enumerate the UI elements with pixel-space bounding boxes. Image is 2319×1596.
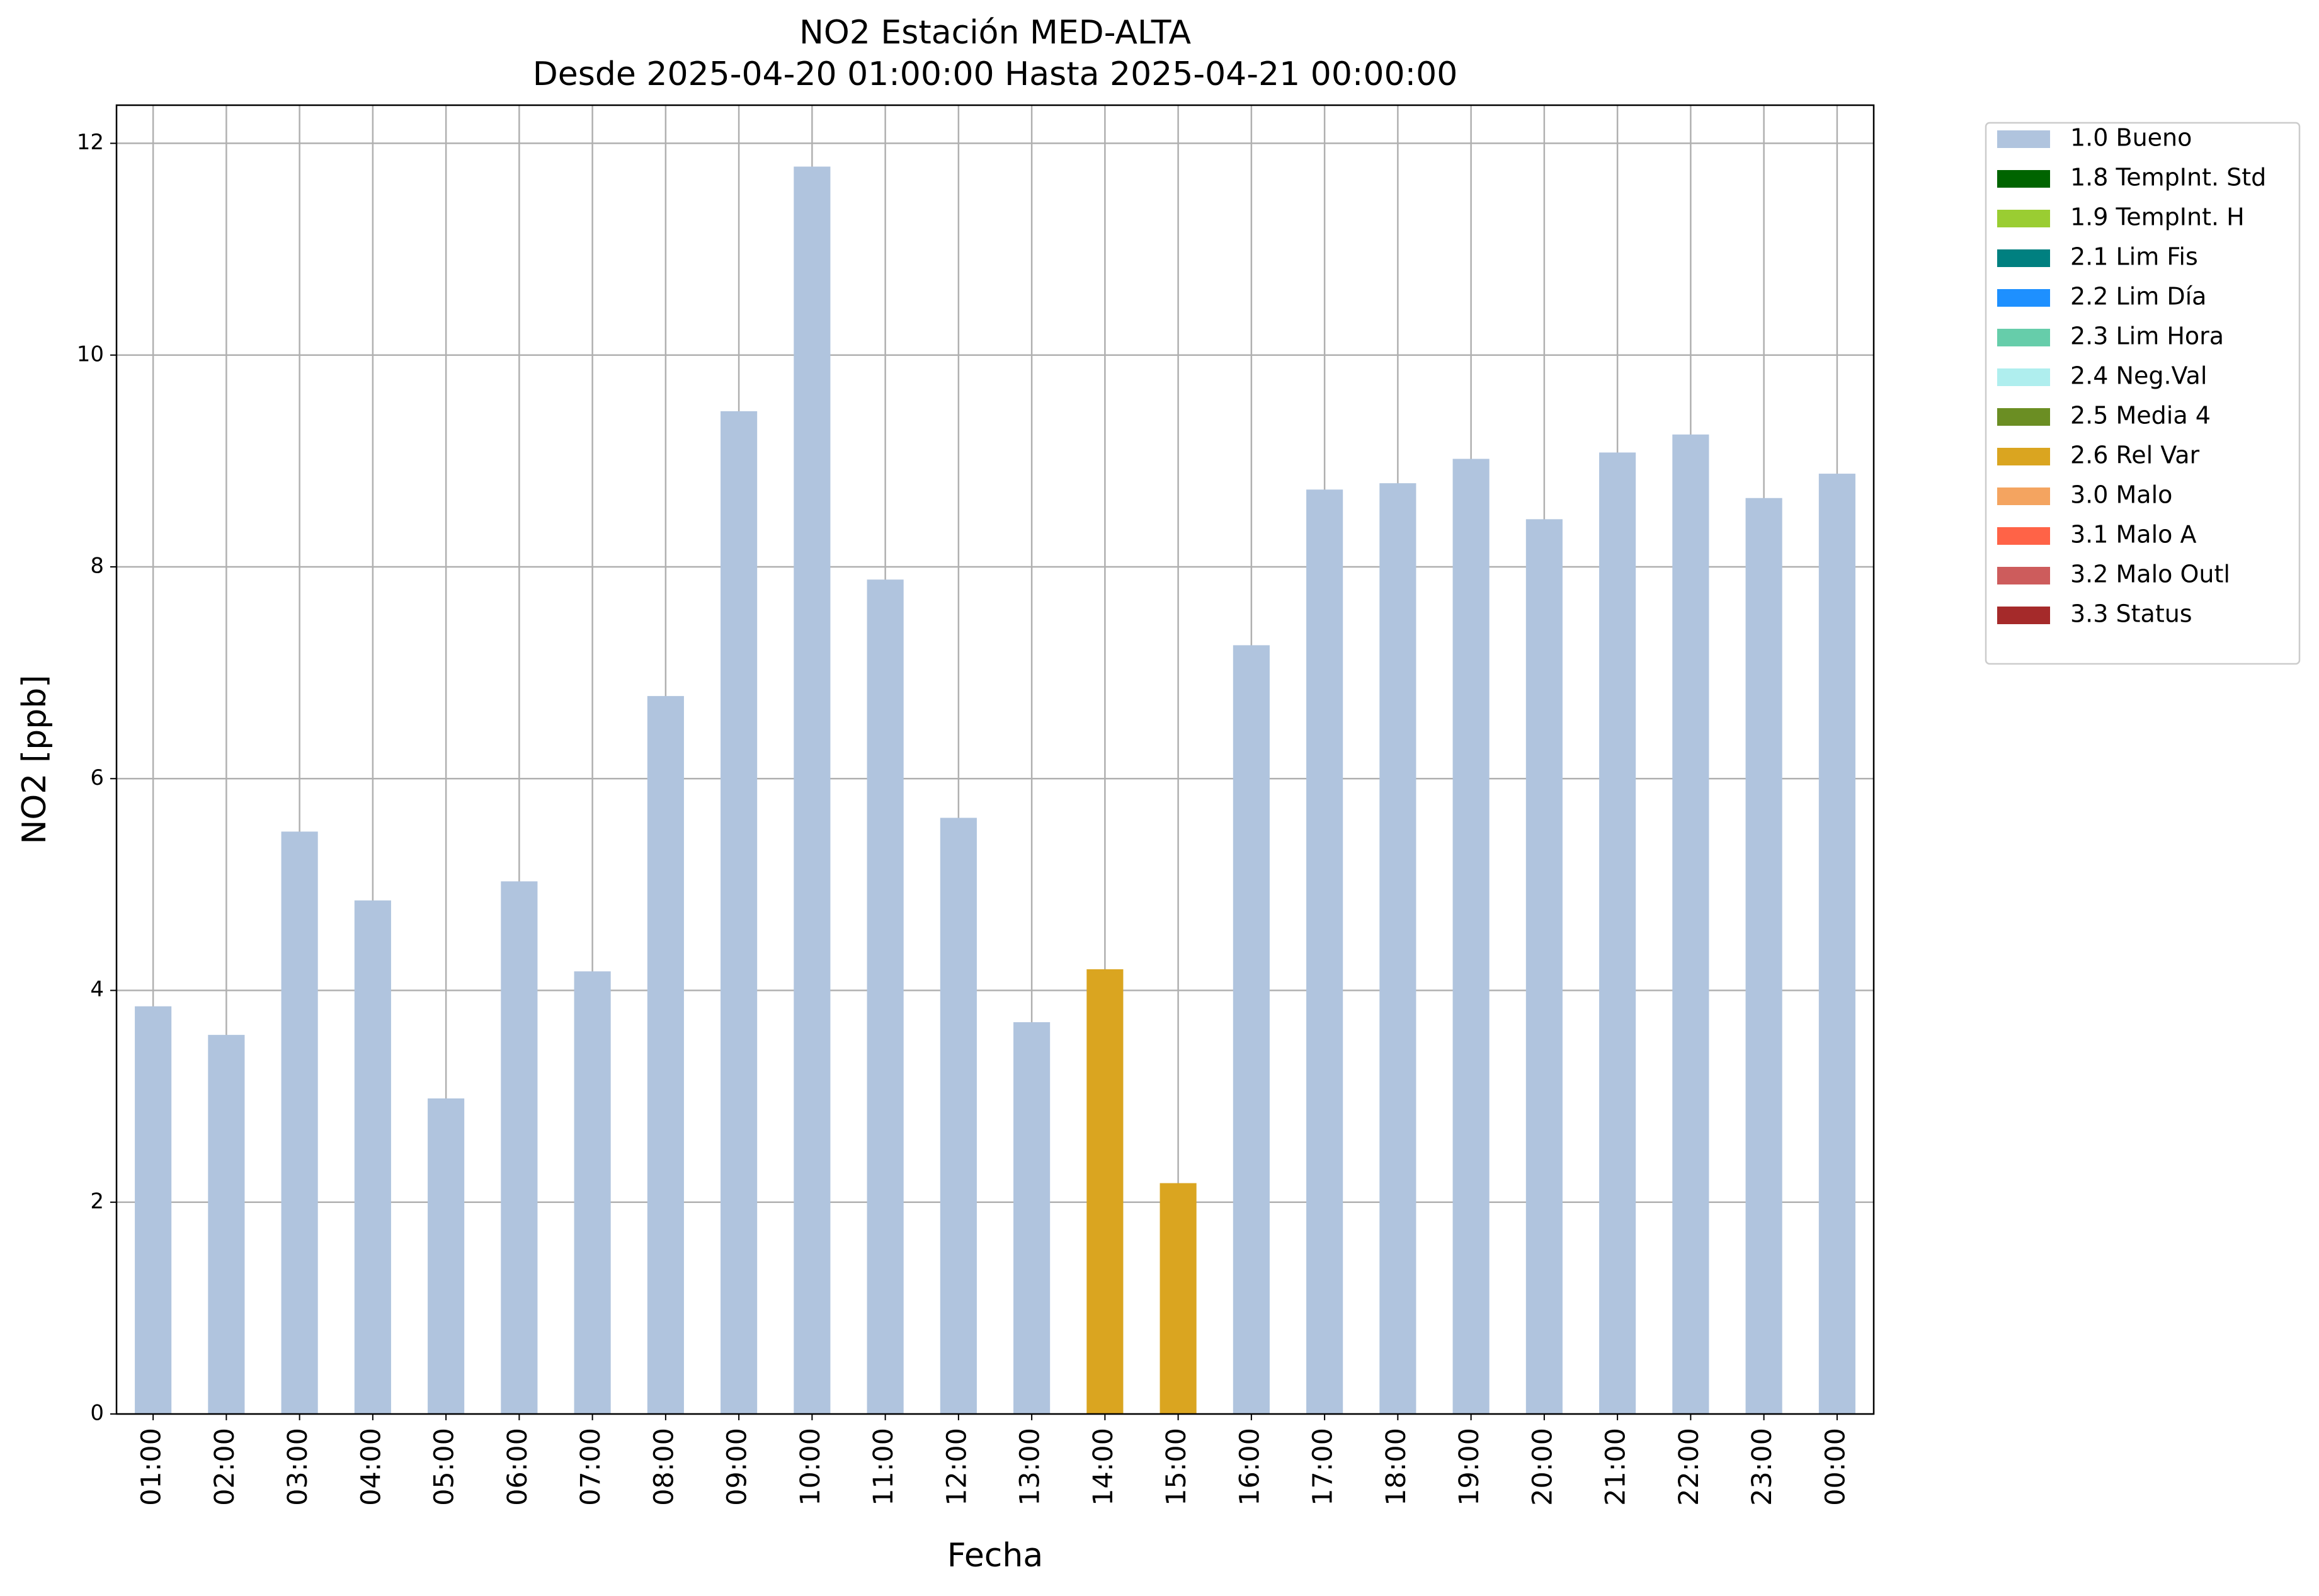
chart-subtitle: Desde 2025-04-20 01:00:00 Hasta 2025-04-… bbox=[533, 55, 1458, 93]
legend-label: 1.0 Bueno bbox=[2070, 124, 2192, 152]
y-tick-label: 8 bbox=[90, 554, 104, 579]
bar-segment bbox=[428, 1098, 465, 1414]
x-tick-label: 10:00 bbox=[795, 1428, 826, 1506]
bar-segment bbox=[281, 831, 318, 1414]
x-tick-label: 05:00 bbox=[429, 1428, 460, 1506]
x-tick-label: 12:00 bbox=[941, 1428, 972, 1506]
legend-swatch bbox=[1997, 329, 2050, 346]
y-tick-label: 0 bbox=[90, 1401, 104, 1426]
bar-segment bbox=[1672, 434, 1709, 1414]
y-axis-label: NO2 [ppb] bbox=[16, 675, 54, 844]
x-tick-label: 08:00 bbox=[648, 1428, 680, 1506]
x-tick-label: 03:00 bbox=[282, 1428, 314, 1506]
legend-swatch bbox=[1997, 249, 2050, 267]
x-tick-label: 04:00 bbox=[355, 1428, 387, 1506]
legend-swatch bbox=[1997, 448, 2050, 465]
legend-swatch bbox=[1997, 170, 2050, 188]
legend-label: 3.3 Status bbox=[2070, 600, 2192, 628]
legend-swatch bbox=[1997, 527, 2050, 545]
bar-segment bbox=[940, 818, 977, 1414]
x-tick-label: 21:00 bbox=[1600, 1428, 1632, 1506]
legend-label: 2.1 Lim Fis bbox=[2070, 243, 2198, 271]
bar-segment bbox=[1160, 1183, 1197, 1414]
bar-segment bbox=[1599, 452, 1636, 1414]
bar-segment bbox=[1013, 1022, 1051, 1414]
bar-segment bbox=[1452, 459, 1490, 1414]
x-tick-label: 11:00 bbox=[868, 1428, 899, 1506]
x-tick-label: 06:00 bbox=[502, 1428, 533, 1506]
bar-segment bbox=[1379, 483, 1416, 1415]
bar-segment bbox=[354, 900, 391, 1414]
legend-swatch bbox=[1997, 368, 2050, 386]
bar-segment bbox=[501, 881, 538, 1414]
x-tick-label: 20:00 bbox=[1527, 1428, 1558, 1506]
x-tick-label: 15:00 bbox=[1161, 1428, 1192, 1506]
legend-box bbox=[1985, 122, 2301, 665]
y-tick-label: 2 bbox=[90, 1188, 104, 1214]
x-tick-label: 23:00 bbox=[1746, 1428, 1778, 1506]
bar-segment bbox=[647, 696, 684, 1414]
legend-swatch bbox=[1997, 289, 2050, 307]
legend-label: 3.0 Malo bbox=[2070, 481, 2172, 509]
legend-label: 1.9 TempInt. H bbox=[2070, 203, 2245, 231]
x-tick-label: 17:00 bbox=[1308, 1428, 1339, 1506]
legend-label: 2.6 Rel Var bbox=[2070, 442, 2200, 469]
x-tick-label: 16:00 bbox=[1234, 1428, 1265, 1506]
bar-segment bbox=[721, 411, 758, 1414]
y-tick-label: 12 bbox=[77, 130, 104, 155]
bar-segment bbox=[208, 1035, 245, 1414]
x-tick-label: 01:00 bbox=[136, 1428, 168, 1506]
legend-label: 3.2 Malo Outl bbox=[2070, 561, 2230, 588]
x-tick-label: 09:00 bbox=[722, 1428, 753, 1506]
legend-label: 3.1 Malo A bbox=[2070, 521, 2196, 549]
x-tick-label: 13:00 bbox=[1015, 1428, 1046, 1506]
y-tick-label: 6 bbox=[90, 765, 104, 790]
x-tick-label: 14:00 bbox=[1088, 1428, 1119, 1506]
bar-segment bbox=[1086, 969, 1124, 1414]
chart-title: NO2 Estación MED-ALTA bbox=[799, 14, 1191, 52]
legend-swatch bbox=[1997, 210, 2050, 227]
legend-label: 2.5 Media 4 bbox=[2070, 402, 2211, 430]
x-tick-label: 00:00 bbox=[1820, 1428, 1851, 1506]
x-axis-label: Fecha bbox=[947, 1537, 1043, 1575]
bar-segment bbox=[1306, 489, 1343, 1415]
plot-frame bbox=[115, 104, 1875, 1415]
x-tick-label: 07:00 bbox=[575, 1428, 607, 1506]
bar-segment bbox=[867, 579, 904, 1414]
bar-segment bbox=[1233, 645, 1270, 1414]
legend-swatch bbox=[1997, 130, 2050, 148]
legend-swatch bbox=[1997, 567, 2050, 584]
y-tick-label: 4 bbox=[90, 977, 104, 1002]
legend-swatch bbox=[1997, 607, 2050, 624]
legend-label: 2.2 Lim Día bbox=[2070, 283, 2206, 311]
bar-segment bbox=[135, 1006, 172, 1414]
legend-label: 1.8 TempInt. Std bbox=[2070, 164, 2266, 191]
bar-segment bbox=[1525, 519, 1563, 1414]
bar-segment bbox=[1745, 498, 1782, 1414]
y-tick-label: 10 bbox=[77, 341, 104, 367]
x-tick-label: 22:00 bbox=[1673, 1428, 1705, 1506]
x-tick-label: 02:00 bbox=[209, 1428, 241, 1506]
bar-segment bbox=[574, 971, 611, 1414]
x-tick-label: 18:00 bbox=[1381, 1428, 1412, 1506]
legend-swatch bbox=[1997, 487, 2050, 505]
x-tick-label: 19:00 bbox=[1454, 1428, 1485, 1506]
legend-label: 2.4 Neg.Val bbox=[2070, 362, 2207, 390]
legend-label: 2.3 Lim Hora bbox=[2070, 322, 2224, 350]
bar-segment bbox=[794, 166, 831, 1414]
bar-segment bbox=[1818, 474, 1855, 1415]
legend-swatch bbox=[1997, 408, 2050, 426]
